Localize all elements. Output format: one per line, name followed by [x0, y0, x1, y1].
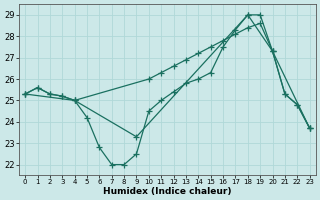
X-axis label: Humidex (Indice chaleur): Humidex (Indice chaleur): [103, 187, 232, 196]
